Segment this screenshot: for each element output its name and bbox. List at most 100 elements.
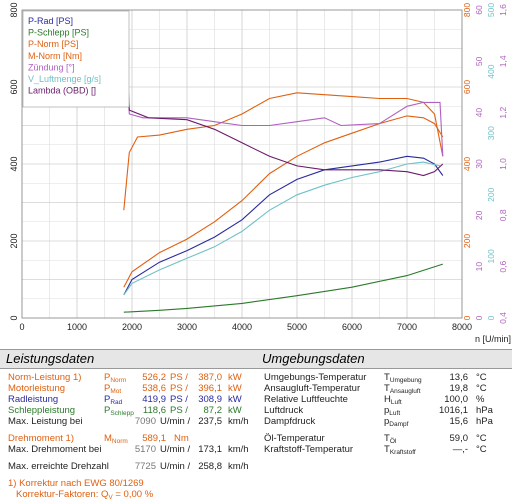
env-symbol: TAnsaugluft xyxy=(384,383,421,395)
y-tick-label: 0 xyxy=(9,315,19,320)
y-tick-label: 200 xyxy=(9,233,19,248)
right-axis-tick-label: 800 xyxy=(462,3,472,17)
power-symbol: PMot xyxy=(104,383,122,395)
env-unit: °C xyxy=(476,372,487,383)
x-tick-label: 0 xyxy=(19,322,24,332)
env-value: 19,8 xyxy=(449,383,469,394)
maxpower-speed-unit: km/h xyxy=(228,416,249,427)
x-tick-label: 6000 xyxy=(342,322,362,332)
power-ps: 538,6 xyxy=(142,383,166,394)
maxtorque-rpm: 5170 xyxy=(134,444,156,455)
power-label: Motorleistung xyxy=(8,383,66,394)
maxtorque-speed-unit: km/h xyxy=(228,444,249,455)
maxrpm-unit: U/min / xyxy=(160,461,191,472)
maxpower-speed: 237,5 xyxy=(198,416,222,427)
env-label: Ansaugluft-Temperatur xyxy=(264,383,361,394)
env-symbol: pLuft xyxy=(384,405,401,417)
x-tick-label: 5000 xyxy=(287,322,307,332)
power-kw: 387,0 xyxy=(198,372,222,383)
power-symbol: PNorm xyxy=(104,372,127,384)
legend: P-Rad [PS] P-Schlepp [PS]P-Norm [PS] M-Nor… xyxy=(22,10,130,108)
left-table: Norm-Leistung 1) PNorm 526,2 PS / 387,0 kW Mot… xyxy=(8,372,254,501)
legend-entry: M-Norm [Nm] xyxy=(28,51,82,61)
power-symbol: PRad xyxy=(104,394,123,406)
env-label: Umgebungs-Temperatur xyxy=(264,372,367,383)
power-ps-unit: PS / xyxy=(170,405,188,416)
right-axis-tick-label: 0,8 xyxy=(498,209,508,221)
env-value: 100,0 xyxy=(444,394,468,405)
power-ps-unit: PS / xyxy=(170,383,188,394)
y-tick-label: 400 xyxy=(9,156,19,171)
env-value: 13,6 xyxy=(449,372,469,383)
torque-symbol: MNorm xyxy=(104,433,128,445)
env-symbol: TÖl xyxy=(384,433,397,445)
y-tick-label: 600 xyxy=(9,79,19,94)
series-line xyxy=(123,263,443,313)
env-unit: °C xyxy=(476,383,487,394)
legend-box xyxy=(22,10,130,108)
left-table-title: Leistungsdaten xyxy=(0,349,258,369)
power-label: Schleppleistung xyxy=(8,405,76,416)
power-symbol: PSchlepp xyxy=(104,405,134,417)
maxpower-rpm: 7090 xyxy=(134,416,156,427)
series-line xyxy=(123,115,444,288)
env-unit: % xyxy=(476,394,485,405)
maxrpm-speed-unit: km/h xyxy=(228,461,249,472)
env-label: Kraftstoff-Temperatur xyxy=(264,444,354,455)
torque-unit: Nm xyxy=(174,433,189,444)
right-axis-tick-label: 0,6 xyxy=(498,260,508,272)
power-kw-unit: kW xyxy=(228,405,242,416)
right-axis-tick-label: 1,6 xyxy=(498,4,508,16)
y-tick-label: 800 xyxy=(9,2,19,17)
power-ps: 526,2 xyxy=(142,372,166,383)
env-value: 1016,1 xyxy=(438,405,468,416)
footnote-correction: 1) Korrektur nach EWG 80/1269 xyxy=(8,478,144,489)
power-kw: 87,2 xyxy=(203,405,223,416)
right-axis-tick-label: 500 xyxy=(486,3,496,17)
env-unit: hPa xyxy=(476,405,493,416)
right-axis-tick-label: 60 xyxy=(474,5,484,15)
right-axis-tick-label: 400 xyxy=(486,64,496,78)
maxtorque-speed: 173,1 xyxy=(198,444,222,455)
right-axis-tick-label: 40 xyxy=(474,108,484,118)
right-axis-tick-label: 400 xyxy=(462,157,472,171)
env-label: Dampfdruck xyxy=(264,416,316,427)
env-symbol: pDampf xyxy=(384,416,409,428)
env-symbol: HLuft xyxy=(384,394,402,406)
maxtorque-unit: U/min / xyxy=(160,444,191,455)
maxrpm-speed: 258,8 xyxy=(198,461,222,472)
x-tick-label: 3000 xyxy=(177,322,197,332)
series-line xyxy=(123,47,444,177)
right-axis-tick-label: 200 xyxy=(486,187,496,201)
right-axis-tick-label: 1,0 xyxy=(498,158,508,170)
maxrpm-label: Max. erreichte Drehzahl xyxy=(8,461,109,472)
maxrpm-rpm: 7725 xyxy=(134,461,156,472)
x-axis-label: n [U/min] xyxy=(475,334,511,344)
x-tick-label: 2000 xyxy=(122,322,142,332)
right-axis-tick-label: 600 xyxy=(462,80,472,94)
env-label: Relative Luftfeuchte xyxy=(264,394,348,405)
right-table: Umgebungs-Temperatur TUmgebung 13,6 °C Ansau… xyxy=(264,372,508,498)
legend-entry: Lambda (OBD) [] xyxy=(28,86,96,96)
maxpower-label: Max. Leistung bei xyxy=(8,416,83,427)
x-tick-label: 1000 xyxy=(67,322,87,332)
maxtorque-label: Max. Drehmoment bei xyxy=(8,444,102,455)
x-tick-label: 8000 xyxy=(452,322,472,332)
power-label: Norm-Leistung 1) xyxy=(8,372,82,383)
env-symbol: TKraftstoff xyxy=(384,444,416,456)
right-axis-tick-label: 0 xyxy=(486,315,496,320)
right-axis-tick-label: 0 xyxy=(462,315,472,320)
right-axis-tick-label: 1,2 xyxy=(498,106,508,118)
right-axis-tick-label: 10 xyxy=(474,262,484,272)
legend-entry: V_Luftmenge [g/s] xyxy=(28,74,101,84)
series-line xyxy=(123,161,441,296)
right-axis-tick-label: 300 xyxy=(486,126,496,140)
maxpower-unit: U/min / xyxy=(160,416,191,427)
series-lines xyxy=(123,47,444,313)
power-kw: 308,9 xyxy=(198,394,222,405)
right-axis-tick-label: 0 xyxy=(474,315,484,320)
env-unit: °C xyxy=(476,433,487,444)
footnote-factors: Korrektur-Faktoren: QV = 0,00 % xyxy=(16,489,154,501)
